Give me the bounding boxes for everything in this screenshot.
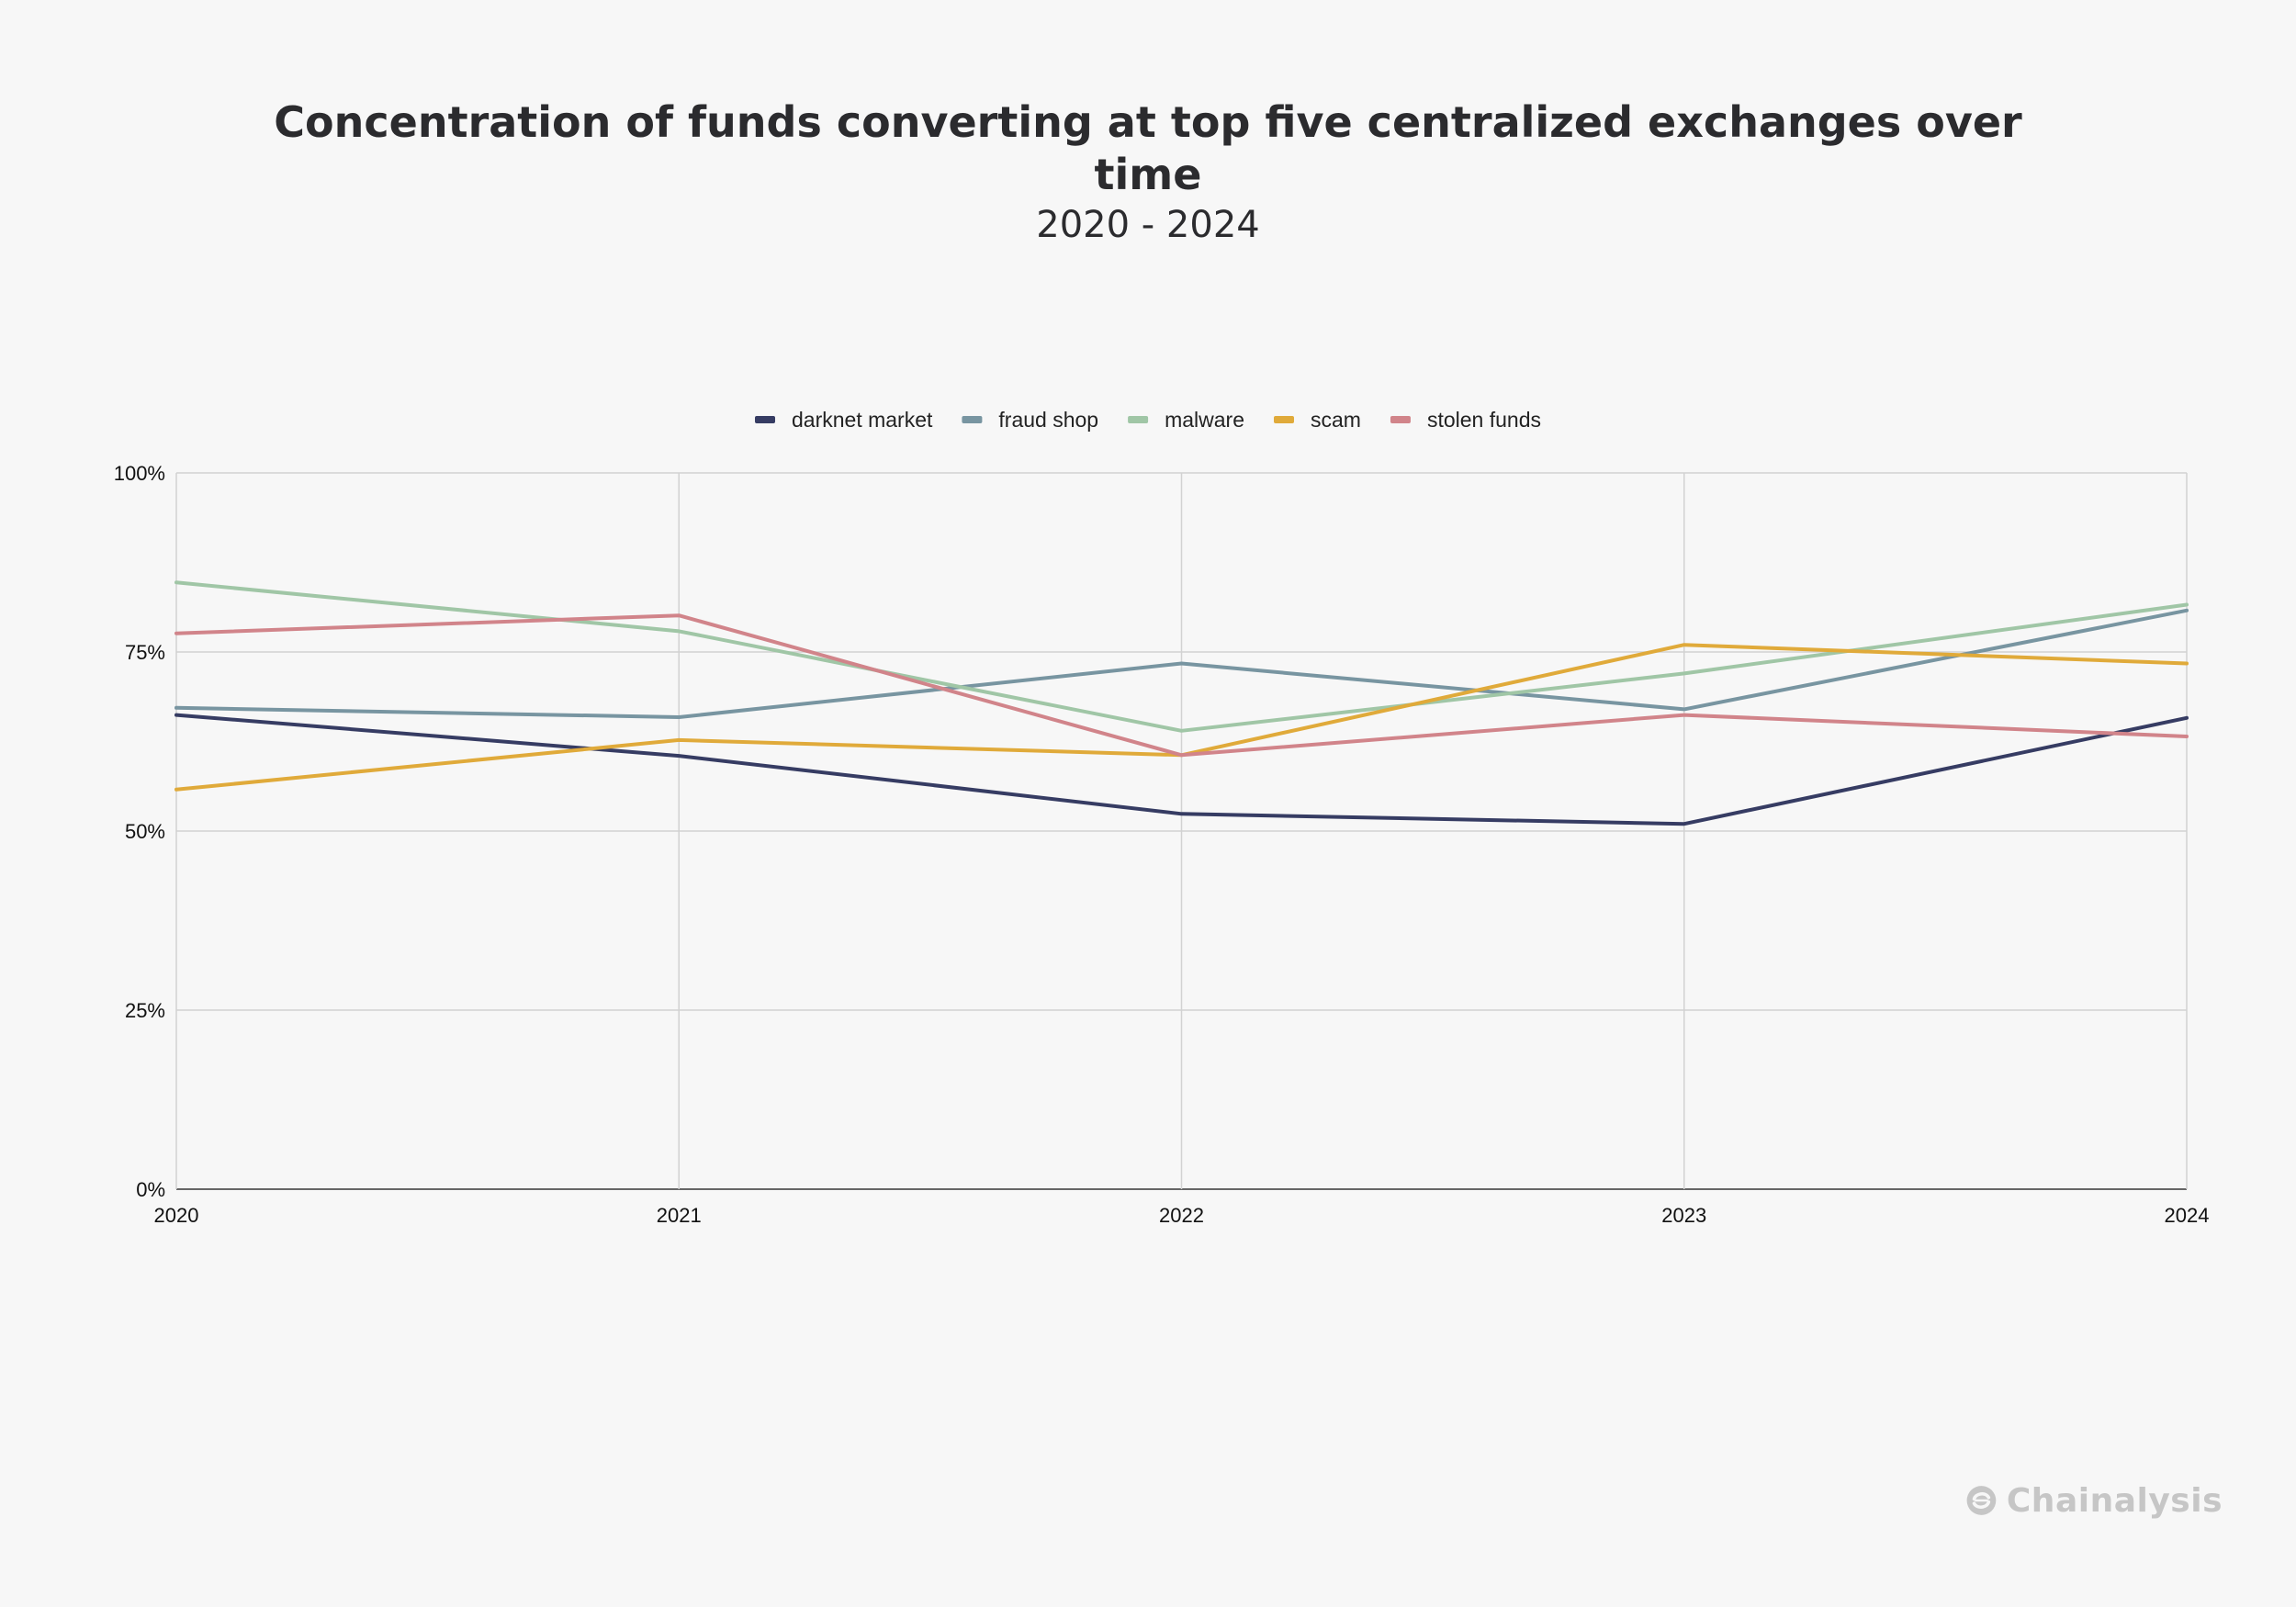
x-tick-label: 2020 — [154, 1204, 199, 1227]
legend-swatch-scam — [1274, 416, 1295, 423]
y-tick-label: 25% — [125, 999, 165, 1022]
series-line-stolen-funds — [174, 613, 2189, 758]
series-line-fraud-shop — [174, 608, 2189, 719]
chart-subtitle: 2020 - 2024 — [1036, 204, 1260, 246]
legend-swatch-malware — [1128, 416, 1149, 423]
x-tick-label: 2024 — [2165, 1204, 2210, 1227]
legend-label-darknet-market: darknet market — [792, 408, 933, 432]
chart-title-line-2: time — [1094, 150, 1202, 199]
chainalysis-logo-icon — [1966, 1486, 1997, 1515]
x-tick-label: 2021 — [657, 1204, 702, 1227]
x-tick-label: 2022 — [1159, 1204, 1204, 1227]
y-tick-label: 75% — [125, 641, 165, 664]
legend-swatch-darknet-market — [755, 416, 776, 423]
y-tick-label: 100% — [114, 462, 165, 485]
y-tick-label: 50% — [125, 820, 165, 843]
legend-label-malware: malware — [1165, 408, 1244, 432]
legend-label-stolen-funds: stolen funds — [1427, 408, 1541, 432]
y-tick-label: 0% — [136, 1178, 165, 1201]
x-tick-label: 2023 — [1661, 1204, 1706, 1227]
legend-label-scam: scam — [1311, 408, 1361, 432]
chainalysis-logo: Chainalysis — [1965, 1476, 2223, 1525]
series-line-darknet-market — [174, 713, 2189, 826]
legend-label-fraud-shop: fraud shop — [998, 408, 1098, 432]
legend-swatch-fraud-shop — [962, 416, 983, 423]
chart-title-line-1: Concentration of funds converting at top… — [274, 97, 2022, 147]
logo-text: Chainalysis — [2006, 1481, 2223, 1520]
legend-swatch-stolen-funds — [1390, 416, 1411, 423]
